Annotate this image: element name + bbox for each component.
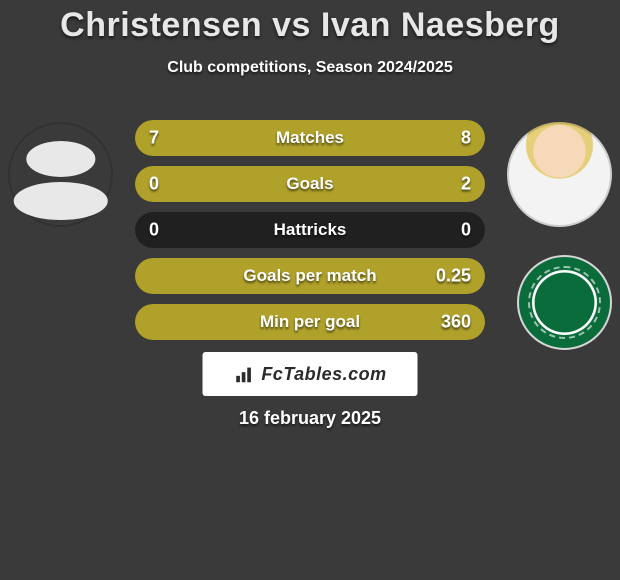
stat-label: Goals per match: [243, 266, 376, 286]
stat-value-right: 2: [461, 174, 471, 195]
bar-chart-icon: [233, 363, 255, 385]
stat-row: 0.25 Goals per match: [135, 258, 485, 294]
stat-value-right: 0.25: [436, 266, 471, 287]
stat-value-right: 360: [441, 312, 471, 333]
stat-row: 7 8 Matches: [135, 120, 485, 156]
stat-fill-left: [135, 120, 298, 156]
stat-label: Hattricks: [274, 220, 347, 240]
stats-panel: 7 8 Matches 0 2 Goals 0 0 Hattricks 0.25 Goals per…: [135, 120, 485, 350]
player-right-club-badge: [517, 255, 612, 350]
page-title: Christensen vs Ivan Naesberg: [0, 0, 620, 45]
stat-label: Matches: [276, 128, 344, 148]
stat-row: 0 0 Hattricks: [135, 212, 485, 248]
stat-value-right: 8: [461, 128, 471, 149]
stat-row: 0 2 Goals: [135, 166, 485, 202]
stat-value-left: 0: [149, 220, 159, 241]
brand-badge: FcTables.com: [203, 352, 418, 396]
player-right-avatar: [507, 122, 612, 227]
stat-value-right: 0: [461, 220, 471, 241]
brand-text: FcTables.com: [261, 364, 386, 385]
page-subtitle: Club competitions, Season 2024/2025: [0, 59, 620, 77]
stat-value-left: 7: [149, 128, 159, 149]
stat-label: Min per goal: [260, 312, 360, 332]
stat-label: Goals: [286, 174, 333, 194]
stat-row: 360 Min per goal: [135, 304, 485, 340]
stat-value-left: 0: [149, 174, 159, 195]
player-left-avatar: [8, 122, 113, 227]
footer-date: 16 february 2025: [0, 408, 620, 429]
